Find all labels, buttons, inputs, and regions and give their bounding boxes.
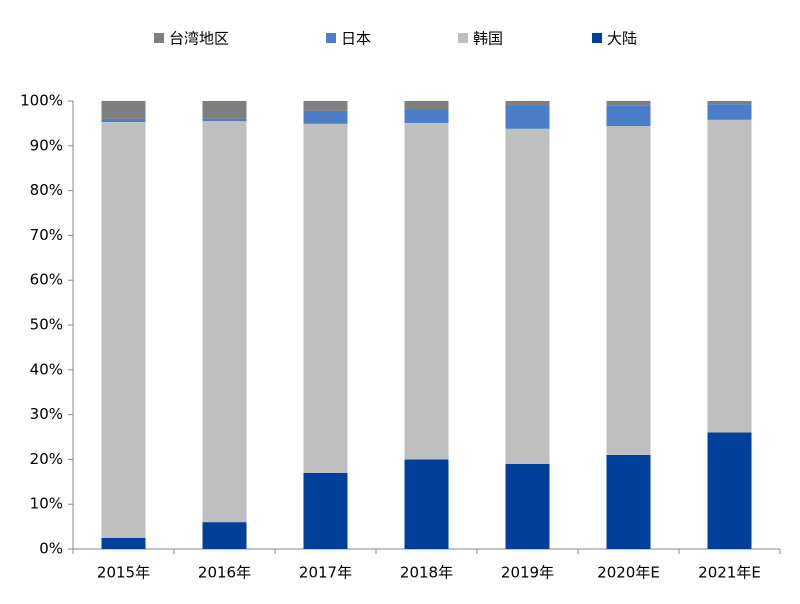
x-tick-label: 2021年E — [698, 564, 761, 582]
legend-label: 韩国 — [473, 30, 503, 48]
bar-segment — [404, 122, 449, 460]
bar-segment — [707, 101, 752, 105]
bar-segment — [404, 101, 449, 110]
bar-segment — [404, 459, 449, 549]
bar-segment — [101, 537, 146, 549]
bar-segment — [303, 110, 348, 124]
bar-segment — [303, 472, 348, 549]
y-tick-label: 40% — [30, 360, 63, 378]
y-tick-label: 20% — [30, 450, 63, 468]
bar-segment — [707, 432, 752, 549]
y-tick-label: 50% — [30, 316, 63, 334]
bar-segment — [707, 119, 752, 433]
bar-segment — [202, 121, 247, 523]
bar-segment — [505, 101, 550, 106]
y-tick-label: 60% — [30, 271, 63, 289]
x-tick-label: 2020年E — [597, 564, 660, 582]
legend-label: 台湾地区 — [169, 30, 229, 48]
legend-swatch — [592, 33, 602, 43]
bar-segment — [101, 122, 146, 538]
y-tick-label: 70% — [30, 226, 63, 244]
x-tick-label: 2019年 — [501, 564, 554, 582]
bar-segment — [505, 463, 550, 549]
x-tick-label: 2018年 — [400, 564, 453, 582]
bar-segment — [606, 105, 651, 127]
bar-segment — [303, 123, 348, 473]
y-tick-label: 10% — [30, 495, 63, 513]
bar-segment — [101, 101, 146, 119]
bar-segment — [606, 101, 651, 106]
x-tick-label: 2016年 — [198, 564, 251, 582]
bar-segment — [606, 454, 651, 549]
y-tick-label: 80% — [30, 181, 63, 199]
legend-label: 大陆 — [607, 30, 637, 48]
x-tick-label: 2015年 — [97, 564, 150, 582]
bar-segment — [505, 105, 550, 129]
legend-label: 日本 — [341, 30, 371, 48]
bar-segment — [101, 118, 146, 123]
x-tick-label: 2017年 — [299, 564, 352, 582]
bar-segment — [404, 109, 449, 123]
y-tick-label: 100% — [20, 92, 63, 110]
legend-swatch — [326, 33, 336, 43]
bar-segment — [707, 104, 752, 120]
bar-segment — [505, 128, 550, 464]
bar-segment — [202, 522, 247, 549]
y-tick-label: 0% — [39, 540, 63, 558]
bar-segment — [606, 126, 651, 455]
bar-segment — [202, 101, 247, 119]
bar-segment — [303, 101, 348, 111]
legend-swatch — [154, 33, 164, 43]
y-tick-label: 90% — [30, 136, 63, 154]
legend-swatch — [458, 33, 468, 43]
y-tick-label: 30% — [30, 405, 63, 423]
bar-segment — [202, 118, 247, 122]
